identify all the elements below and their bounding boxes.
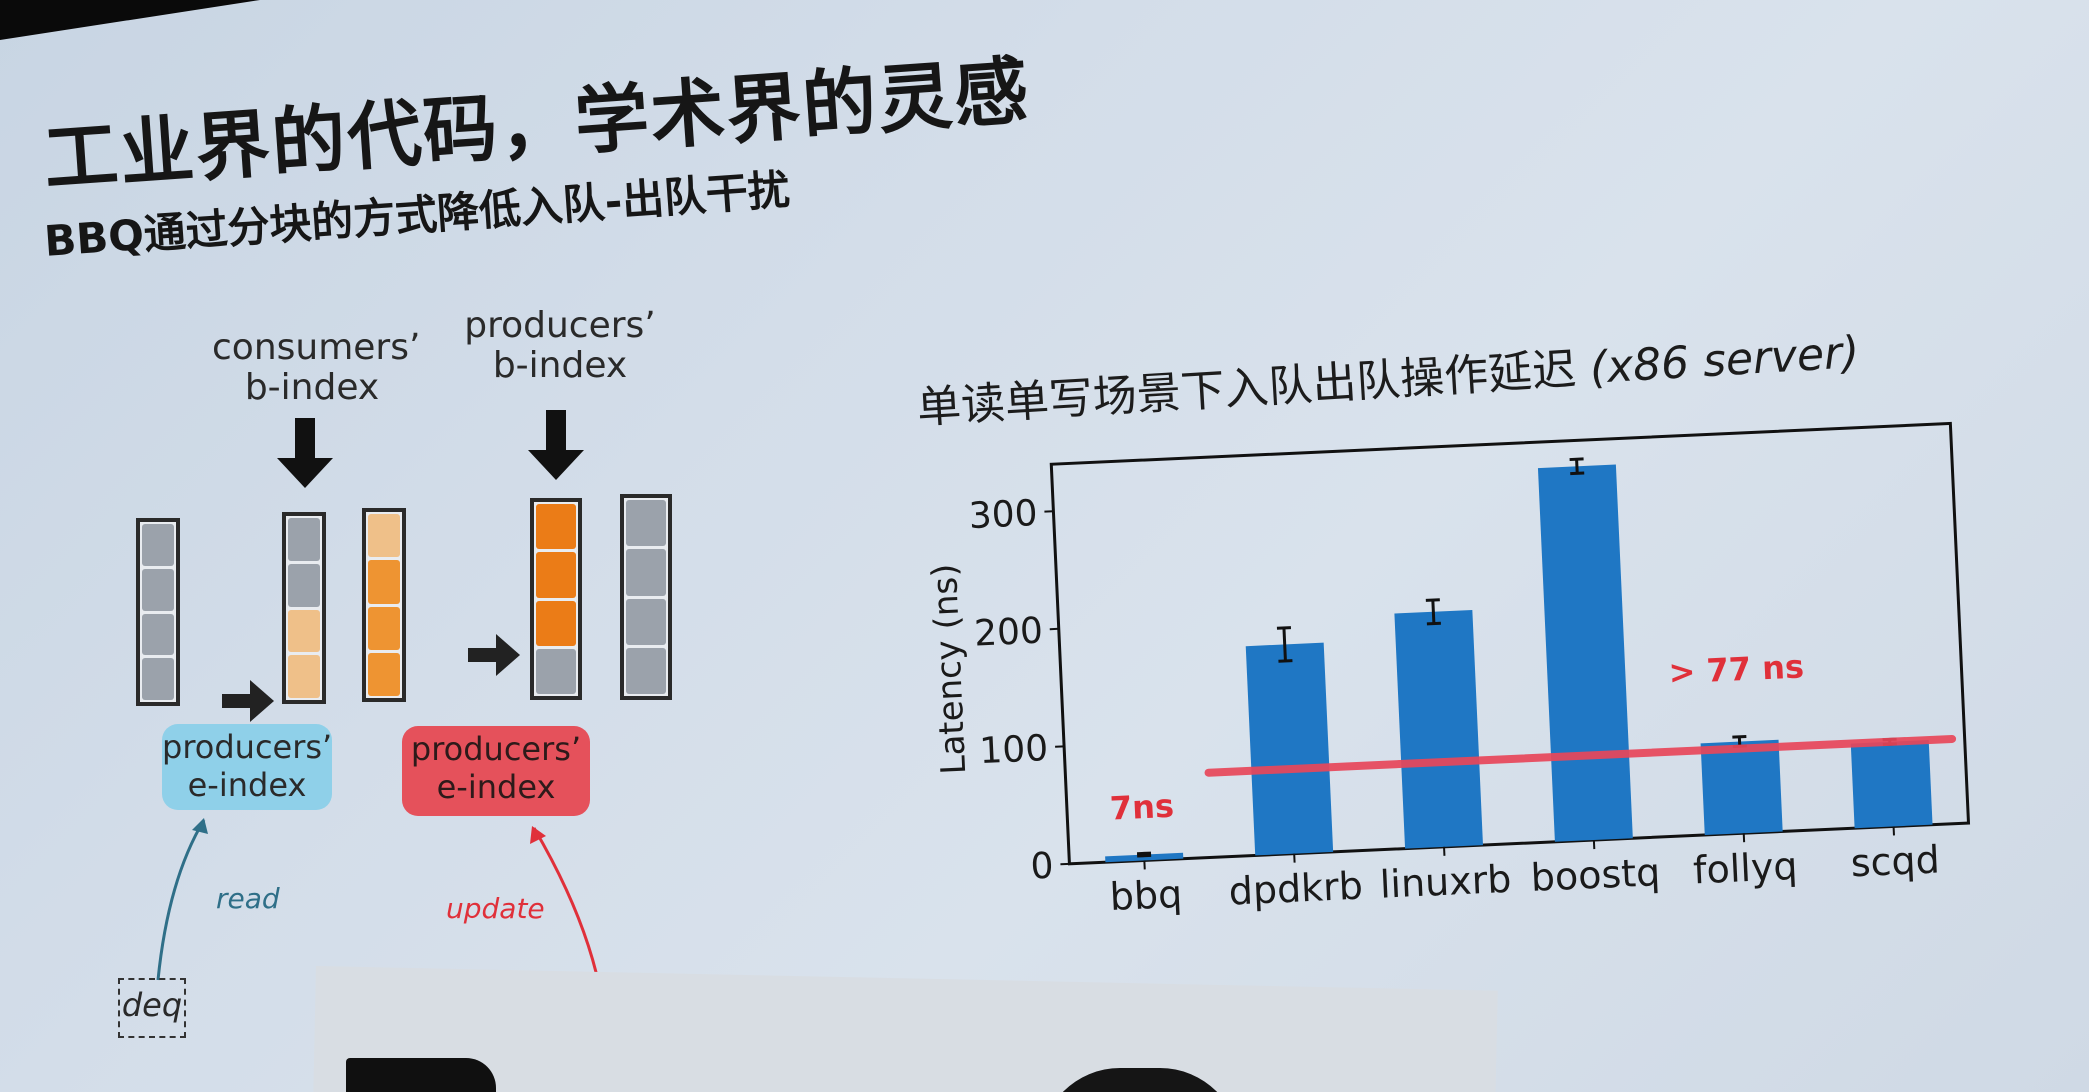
plot-frame: [1049, 421, 1971, 866]
error-cap-top-dpdkrb: [1276, 626, 1292, 630]
error-bar-linuxrb: [1431, 599, 1436, 624]
chart-title-suffix: (x86 server): [1588, 327, 1861, 394]
read-curve: [156, 819, 206, 981]
reference-line-77ns: [1204, 734, 1957, 777]
error-cap-top-follyq: [1732, 735, 1747, 739]
block-cell: [368, 560, 400, 604]
bar-boostq: [1537, 464, 1633, 842]
block-cell: [536, 648, 576, 694]
bar-follyq: [1700, 739, 1783, 835]
x-tick-label: dpdkrb: [1228, 864, 1364, 914]
x-tick-label: bbq: [1109, 872, 1183, 919]
error-cap-top-bbq: [1136, 851, 1152, 856]
read-arrowhead-icon: [192, 818, 208, 834]
block-cell: [626, 647, 666, 694]
block-cell: [368, 514, 400, 558]
x-tick-label: scqd: [1850, 837, 1941, 885]
producers-e-index-red-pill: producers’ e-index: [402, 726, 590, 816]
producers-b-index-line1: producers’: [464, 305, 656, 346]
block-cell: [536, 504, 576, 550]
lower-panel-heading-fragment: [346, 1058, 496, 1092]
update-arrowhead-icon: [530, 826, 546, 844]
pill-blue-line1: producers’: [162, 728, 333, 766]
block-1: [136, 518, 180, 706]
x-tick-label: follyq: [1692, 844, 1798, 893]
block-cell: [142, 568, 174, 611]
block-cell: [142, 658, 174, 700]
block-cell: [626, 549, 666, 596]
y-axis-label: Latency (ns): [925, 563, 975, 776]
block-5: [620, 494, 672, 700]
block-cell: [142, 613, 174, 656]
block-cell: [536, 552, 576, 598]
block-cell: [626, 500, 666, 547]
producers-b-index-line2: b-index: [492, 345, 628, 387]
update-label: update: [446, 892, 545, 925]
block-4: [530, 498, 582, 700]
bar-scqd: [1850, 740, 1933, 829]
y-tick-label: 200: [973, 611, 1044, 655]
screen-bezel-corner: [0, 0, 260, 40]
read-label: read: [216, 882, 280, 915]
y-tick-label: 300: [968, 493, 1039, 537]
error-bar-dpdkrb: [1282, 627, 1287, 661]
consumers-b-index-label: consumers’ b-index: [212, 327, 421, 409]
block-cell: [288, 563, 320, 607]
error-bar-boostq: [1575, 459, 1579, 474]
pill-blue-line2: e-index: [187, 766, 307, 805]
block-cell: [288, 655, 320, 698]
y-tick-label: 0: [1030, 846, 1055, 888]
error-cap-bottom-bbq: [1137, 853, 1152, 858]
block-3: [362, 508, 406, 702]
consumers-b-index-line2: b-index: [244, 367, 380, 409]
error-cap-top-linuxrb: [1425, 598, 1440, 602]
deq-box: deq: [118, 978, 186, 1038]
x-tick-label: linuxrb: [1379, 857, 1512, 907]
x-tick-label: boostq: [1530, 850, 1661, 900]
block-cell: [626, 598, 666, 645]
block-cell: [142, 524, 174, 566]
bar-bbq: [1105, 852, 1184, 863]
error-cap-bottom-boostq: [1570, 471, 1585, 476]
bar-dpdkrb: [1245, 642, 1334, 856]
block-cell: [288, 518, 320, 561]
block-cell: [536, 600, 576, 646]
error-cap-bottom-linuxrb: [1426, 621, 1441, 626]
latency-bar-chart: bbq dpdkrb linuxrb boostq follyq scqd 0 100 200 3…: [925, 421, 1971, 919]
block-cell: [288, 609, 320, 653]
read-update-curves: [156, 818, 604, 1001]
pill-red-line1: producers’: [410, 730, 582, 768]
bar-linuxrb: [1394, 610, 1483, 849]
annotation-label: 7ns: [1109, 787, 1175, 828]
consumers-b-index-arrow-icon: [277, 418, 333, 488]
producers-e-index-blue-pill: producers’ e-index: [162, 724, 332, 810]
error-cap-bottom-dpdkrb: [1278, 659, 1293, 663]
pill-red-line2: e-index: [436, 768, 556, 807]
producers-b-index-arrow-icon: [528, 410, 584, 480]
consumer-position-arrow-icon: [222, 680, 274, 722]
error-cap-top-boostq: [1569, 457, 1584, 462]
y-tick-label: 100: [979, 728, 1050, 772]
block-cell: [368, 652, 400, 696]
producers-b-index-label: producers’ b-index: [460, 305, 660, 387]
consumers-b-index-line1: consumers’: [212, 327, 421, 368]
block-2: [282, 512, 326, 704]
annotation-label: > 77 ns: [1668, 647, 1805, 691]
producer-position-arrow-icon: [468, 634, 520, 676]
block-cell: [368, 606, 400, 650]
